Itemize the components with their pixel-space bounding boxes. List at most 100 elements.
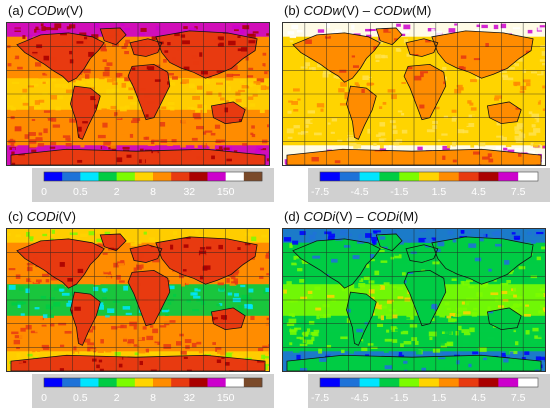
colorbar-swatch [189, 378, 208, 387]
coastline-antarctica [286, 148, 542, 165]
panel-title-part: COD [26, 209, 56, 224]
panel-b: (b) CODw(V) – CODw(M) -7.5 -4.5 -1.5 1.5 4.5… [276, 0, 550, 204]
colorbar-swatch [243, 172, 263, 181]
panel-c: (c) CODi(V) 0 0.5 2 8 32 150 [0, 206, 274, 410]
colorbar-swatch [225, 378, 245, 387]
colorbar-swatch [359, 378, 380, 387]
coastline-antarctica [286, 354, 542, 371]
colorbar-swatch [339, 172, 360, 181]
colorbar-swatch [399, 378, 420, 387]
colorbar-tick-label: 1.5 [432, 392, 447, 404]
colorbar-swatch [518, 378, 539, 387]
coastline-south-america [70, 85, 101, 140]
colorbar-tick-label: -4.5 [351, 392, 369, 404]
colorbar-tick-label: 0 [41, 186, 47, 198]
colorbar-swatch [171, 172, 190, 181]
colorbar-swatch [153, 378, 172, 387]
coastline-asia [155, 236, 258, 285]
panel-title-part: COD [303, 209, 333, 224]
colorbar-tick-label: 7.5 [511, 392, 526, 404]
coastline-south-america [346, 291, 377, 346]
colorbar: -7.5 -4.5 -1.5 1.5 4.5 7.5 [308, 374, 550, 408]
coastline-asia [431, 236, 534, 285]
map [282, 228, 546, 372]
panel-title-part: (M) [398, 209, 419, 224]
colorbar-tick-label: 0.5 [73, 186, 88, 198]
colorbar-tick-label: 150 [217, 392, 235, 404]
colorbar-tick-label: 2 [114, 186, 120, 198]
panel-title: (d) CODi(V) – CODi(M) [284, 208, 418, 226]
colorbar-tick-label: 4.5 [471, 392, 486, 404]
colorbar-tick-label: 8 [150, 392, 156, 404]
colorbar-tick-label: 0.5 [73, 392, 88, 404]
colorbar-swatch [44, 378, 63, 387]
coastlines [10, 27, 266, 165]
colorbar-swatch [438, 172, 460, 181]
coastline-asia [155, 30, 258, 79]
panel-label: (c) [8, 209, 27, 224]
colorbar-swatch [498, 378, 519, 387]
coastline-antarctica [10, 354, 266, 371]
coastline-north-america [292, 32, 381, 83]
graticule [283, 23, 545, 165]
colorbar-swatch [44, 172, 63, 181]
colorbar-tick-label: 7.5 [511, 186, 526, 198]
colorbar-swatch [80, 172, 99, 181]
panel-title-part: i [332, 209, 336, 224]
panel-title-part: w [402, 3, 412, 18]
colorbar-swatch [98, 378, 117, 387]
panel-title-part: i [395, 209, 399, 224]
colorbar-swatch [320, 172, 341, 181]
colorbar-swatch [189, 172, 208, 181]
colorbar-swatch [98, 172, 117, 181]
colorbar-tick-label: -1.5 [390, 186, 408, 198]
colorbar-swatch [438, 378, 460, 387]
coastline-africa [127, 64, 171, 121]
coastline-greenland [375, 27, 403, 46]
colorbar-swatch [207, 378, 226, 387]
colorbar-swatch [478, 172, 499, 181]
colorbar-tick-label: 32 [183, 392, 195, 404]
coastline-australia [486, 307, 522, 330]
panel-title-part: i [55, 209, 59, 224]
coastline-africa [403, 270, 447, 327]
graticule [283, 229, 545, 371]
colorbar-swatch [62, 378, 81, 387]
coastline-antarctica [10, 148, 266, 165]
colorbar-tick-label: 150 [217, 186, 235, 198]
colorbar-tick-label: 0 [41, 392, 47, 404]
map [6, 22, 270, 166]
panel-title: (c) CODi(V) [8, 208, 76, 226]
map [6, 228, 270, 372]
coastline-asia [431, 30, 534, 79]
colorbar-swatch [116, 378, 136, 387]
colorbar-tick-label: 32 [183, 186, 195, 198]
colorbar-tick-label: -1.5 [390, 392, 408, 404]
colorbar-swatch [62, 172, 81, 181]
colorbar-swatch [458, 172, 479, 181]
colorbar-swatch [478, 378, 499, 387]
colorbar: -7.5 -4.5 -1.5 1.5 4.5 7.5 [308, 168, 550, 202]
colorbar-swatch [419, 378, 440, 387]
coastline-europe [129, 38, 163, 57]
panel-d: (d) CODi(V) – CODi(M) -7.5 -4.5 -1.5 1.5 4.5… [276, 206, 550, 410]
colorbar-tick-label: -7.5 [311, 186, 329, 198]
colorbar: 0 0.5 2 8 32 150 [32, 168, 274, 202]
coastline-europe [129, 244, 163, 263]
coastline-australia [210, 101, 246, 124]
coastline-europe [405, 244, 439, 263]
coastline-africa [127, 270, 171, 327]
colorbar-swatch [171, 378, 190, 387]
colorbar-tick-label: -7.5 [311, 392, 329, 404]
panel-title-part: (V) – [335, 209, 368, 224]
colorbar-tick-label: 8 [150, 186, 156, 198]
coastline-australia [486, 101, 522, 124]
colorbar-swatch [379, 378, 400, 387]
panel-title-part: COD [303, 3, 333, 18]
panel-title-part: w [332, 3, 342, 18]
colorbar-swatch [116, 172, 136, 181]
coastline-europe [405, 38, 439, 57]
coastline-africa [403, 64, 447, 121]
colorbar-swatch [458, 378, 479, 387]
